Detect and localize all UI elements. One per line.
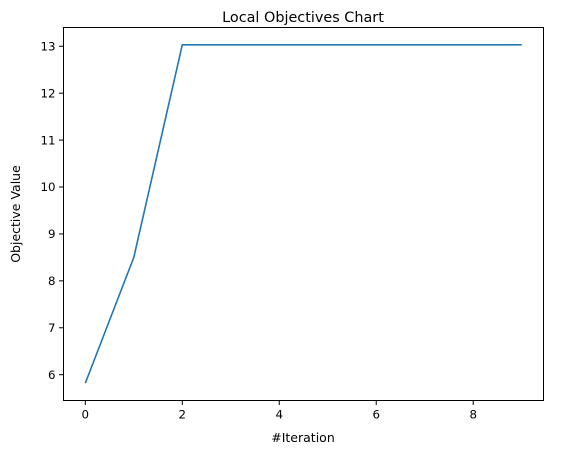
y-tick-label: 10 [40,180,55,194]
x-tick-label: 0 [82,408,90,422]
x-tick-label: 2 [179,408,187,422]
series-group [84,44,522,384]
y-tick-label: 12 [40,86,55,100]
y-tick-label: 6 [48,368,56,382]
x-axis-label: #Iteration [271,430,335,445]
x-axis-ticks: 0 2 4 6 8 [82,400,477,422]
y-tick-label: 7 [48,321,56,335]
y-tick-label: 11 [40,133,55,147]
y-tick-label: 8 [48,274,56,288]
x-tick-label: 4 [275,408,283,422]
plot-frame [63,27,544,401]
chart-title: Local Objectives Chart [222,10,384,26]
y-tick-label: 13 [40,39,55,53]
x-tick-label: 8 [469,408,477,422]
series-line [84,44,522,384]
y-axis-ticks: 6 7 8 9 10 11 12 13 [40,39,64,382]
x-tick-label: 6 [372,408,380,422]
y-axis-label: Objective Value [8,165,23,263]
y-tick-label: 9 [48,227,56,241]
